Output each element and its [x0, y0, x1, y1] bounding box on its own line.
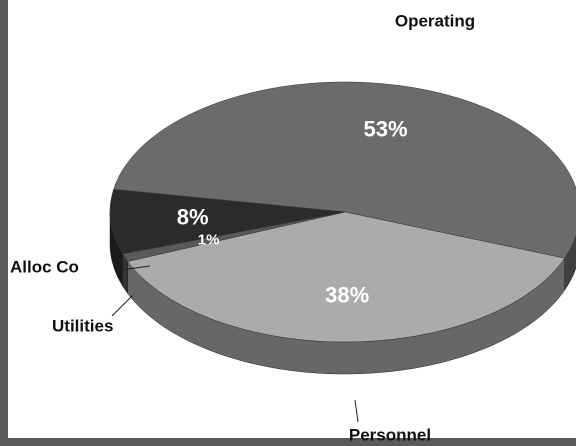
- category-label: Personnel: [349, 425, 431, 444]
- left-border: [0, 0, 8, 446]
- slice: [113, 81, 576, 259]
- leader-line: [354, 399, 359, 423]
- value-label: 38%: [325, 282, 369, 307]
- leader-line: [119, 265, 151, 271]
- bottom-border: [0, 438, 576, 446]
- slice: [127, 211, 566, 343]
- category-label: Alloc Co: [10, 257, 79, 276]
- category-label: Operating: [395, 11, 475, 30]
- value-label: 1%: [198, 231, 220, 248]
- value-label: 8%: [177, 204, 209, 229]
- value-label: 53%: [364, 116, 408, 141]
- leader-line: [111, 295, 133, 317]
- category-label: Utilities: [52, 316, 113, 335]
- slice: [109, 189, 346, 255]
